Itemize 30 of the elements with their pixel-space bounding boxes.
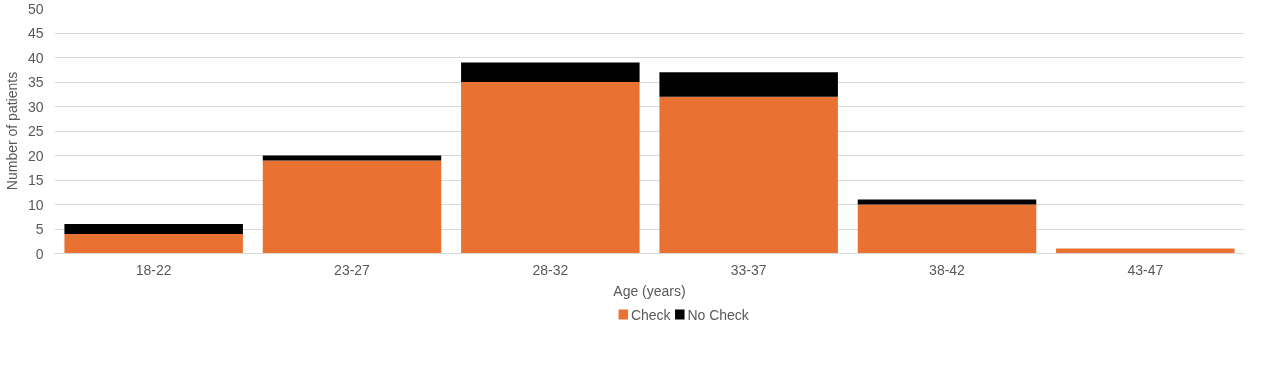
bar — [857, 199, 1037, 205]
x-tick-label: 18-22 — [135, 261, 172, 278]
legend-label: Check — [630, 306, 672, 323]
y-tick-label: 30 — [27, 98, 44, 115]
y-axis-title: Number of patients — [3, 71, 20, 191]
legend-label: No Check — [687, 306, 750, 323]
bar — [659, 72, 838, 97]
x-tick-label: 28-32 — [532, 261, 569, 278]
x-tick-label: 33-37 — [730, 261, 767, 278]
y-tick-label: 5 — [35, 221, 44, 237]
bar — [64, 224, 243, 234]
bar — [659, 96, 838, 254]
bar — [64, 233, 243, 254]
y-tick-label: 0 — [35, 245, 44, 262]
y-tick-label: 40 — [27, 49, 44, 66]
y-tick-label: 50 — [27, 0, 44, 17]
y-tick-label: 20 — [27, 147, 44, 164]
bar — [461, 62, 640, 82]
x-axis-title: Age (years) — [613, 282, 686, 299]
y-tick-label: 25 — [27, 123, 44, 139]
bar — [262, 160, 442, 254]
x-tick-label: 23-27 — [334, 261, 371, 278]
y-tick-label: 45 — [27, 25, 44, 41]
bar — [857, 204, 1037, 254]
y-tick-label: 35 — [27, 74, 44, 90]
x-tick-label: 38-42 — [929, 261, 966, 278]
y-tick-label: 10 — [27, 196, 44, 213]
y-tick-label: 15 — [27, 172, 44, 188]
bar — [461, 82, 640, 254]
x-tick-label: 43-47 — [1127, 261, 1164, 278]
